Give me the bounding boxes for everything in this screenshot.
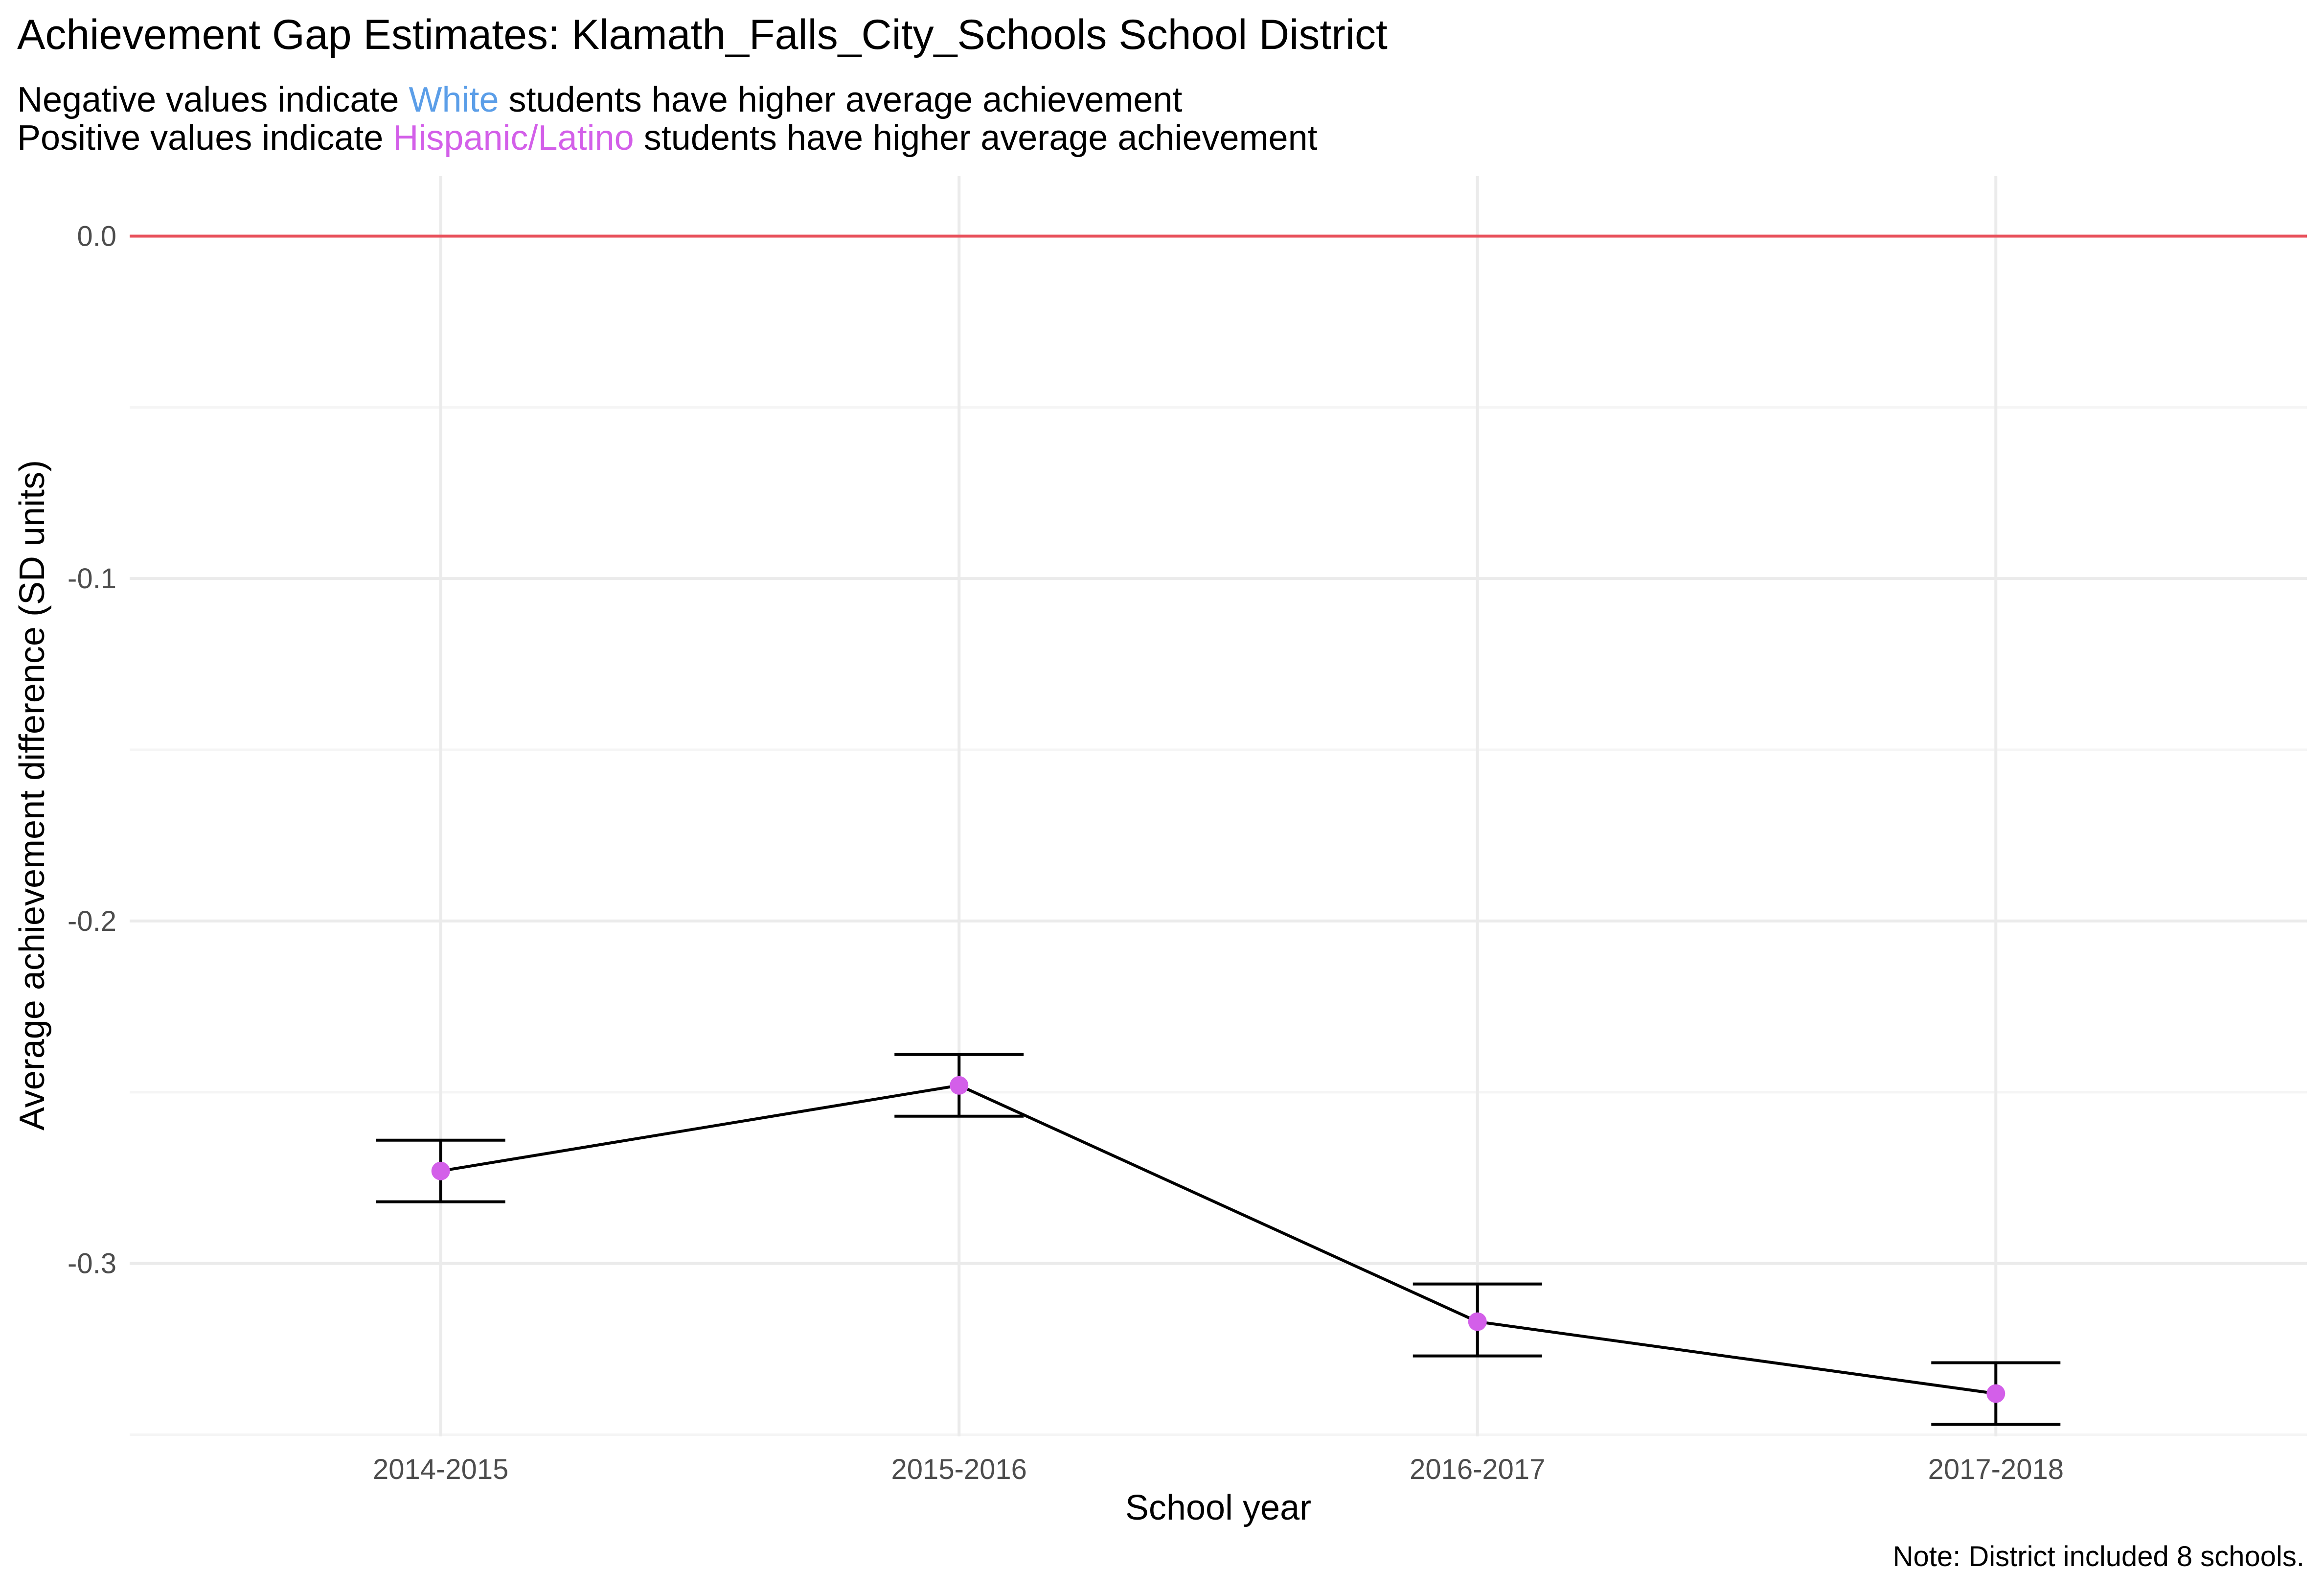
data-points — [431, 1076, 2005, 1403]
series-line — [440, 1084, 1996, 1395]
error-bars — [376, 1053, 2061, 1426]
x-tick-label: 2015-2016 — [891, 1454, 1027, 1485]
subtitle-2-prefix: Positive values indicate — [17, 118, 393, 158]
chart-subtitle-line-1: Negative values indicate White students … — [17, 80, 1182, 119]
x-tick-label: 2016-2017 — [1410, 1454, 1545, 1485]
y-tick-label: -0.1 — [68, 563, 116, 595]
y-tick-label: -0.3 — [68, 1248, 116, 1280]
chart-caption: Note: District included 8 schools. — [1893, 1541, 2304, 1572]
x-axis-tick-labels: 2014-2015 2015-2016 2016-2017 2017-2018 — [373, 1454, 2064, 1485]
data-point — [1468, 1312, 1487, 1331]
subtitle-1-suffix: students have higher average achievement — [499, 80, 1183, 119]
data-point — [1986, 1384, 2005, 1403]
chart-title: Achievement Gap Estimates: Klamath_Falls… — [17, 11, 1388, 58]
chart-subtitle-line-2: Positive values indicate Hispanic/Latino… — [17, 118, 1318, 158]
y-axis-tick-labels: 0.0 -0.1 -0.2 -0.3 — [68, 220, 116, 1279]
subtitle-2-hispanic-group: Hispanic/Latino — [393, 118, 634, 158]
subtitle-1-white-group: White — [409, 80, 499, 119]
y-tick-label: -0.2 — [68, 905, 116, 937]
y-axis-title: Average achievement difference (SD units… — [13, 460, 52, 1131]
subtitle-1-prefix: Negative values indicate — [17, 80, 409, 119]
data-point — [431, 1161, 450, 1180]
subtitle-2-suffix: students have higher average achievement — [634, 118, 1318, 158]
x-tick-label: 2014-2015 — [373, 1454, 508, 1485]
series-line-layer — [440, 1084, 1996, 1395]
x-axis-title: School year — [1125, 1488, 1311, 1527]
x-tick-label: 2017-2018 — [1928, 1454, 2064, 1485]
y-tick-label: 0.0 — [77, 220, 116, 252]
data-point — [950, 1076, 969, 1095]
minor-gridlines — [130, 406, 2307, 1436]
